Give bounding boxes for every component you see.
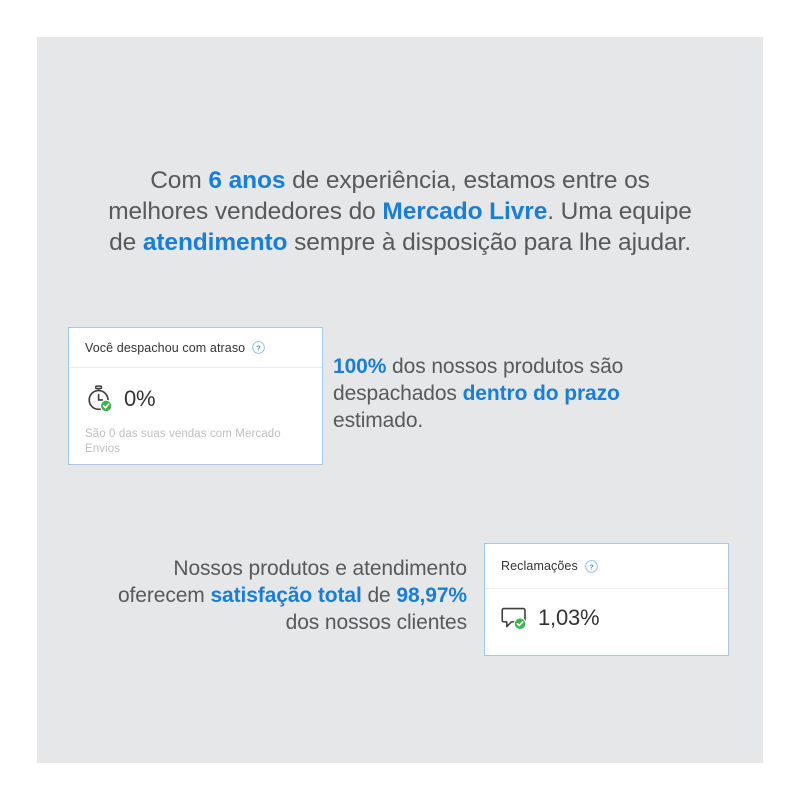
reputation-banner: Com 6 anos de experiência, estamos entre… — [37, 37, 763, 763]
card-dispatch-delay-note: São 0 das suas vendas com Mercado Envios — [85, 428, 281, 455]
help-circle-icon[interactable]: ? — [584, 559, 598, 573]
satisfaction-highlight-total: satisfação total — [210, 584, 362, 607]
card-claims-value: 1,03% — [538, 605, 600, 630]
card-claims-title: Reclamações — [501, 559, 578, 573]
svg-text:?: ? — [589, 562, 594, 571]
headline-text-1: Com — [150, 167, 209, 194]
card-dispatch-delay-metric: 0% — [85, 384, 306, 414]
help-circle-icon[interactable]: ? — [252, 341, 266, 354]
shipping-text-2: estimado. — [333, 409, 424, 432]
card-claims-header: Reclamações ? — [485, 544, 728, 589]
satisfaction-highlight-percent: 98,97% — [396, 584, 467, 607]
card-dispatch-delay-title: Você despachou com atraso — [85, 340, 246, 355]
card-dispatch-delay: Você despachou com atraso ? — [68, 327, 323, 465]
satisfaction-text-3: dos nossos clientes — [285, 611, 467, 634]
headline-highlight-marketplace: Mercado Livre — [382, 198, 548, 225]
paragraph-shipping: 100% dos nossos produtos são despachados… — [333, 353, 685, 434]
satisfaction-text-1: Nossos produtos e atendimento oferecem — [117, 557, 467, 607]
card-claims-body: 1,03% — [485, 589, 728, 632]
headline-text-3: . Uma equipe de — [109, 198, 692, 256]
headline-highlight-years: 6 anos — [208, 167, 286, 194]
card-dispatch-delay-value: 0% — [124, 386, 156, 411]
shipping-highlight-percent: 100% — [333, 355, 387, 378]
shipping-text-1: dos nossos produtos são despachados — [333, 355, 624, 405]
chat-bubble-check-icon — [501, 604, 529, 632]
headline-text-2: de experiência, estamos entre os melhore… — [108, 167, 650, 225]
headline-text-4: sempre à disposição para lhe ajudar. — [287, 229, 691, 256]
shipping-highlight-ontime: dentro do prazo — [462, 382, 620, 405]
card-dispatch-delay-body: 0% São 0 das suas vendas com Mercado Env… — [69, 368, 322, 457]
card-claims: Reclamações ? — [484, 543, 729, 656]
card-dispatch-delay-header: Você despachou com atraso ? — [69, 328, 322, 368]
satisfaction-text-2: de — [361, 584, 397, 607]
headline-highlight-support: atendimento — [142, 229, 288, 256]
headline-paragraph: Com 6 anos de experiência, estamos entre… — [97, 165, 703, 258]
svg-text:?: ? — [256, 343, 261, 352]
paragraph-satisfaction: Nossos produtos e atendimento oferecem s… — [89, 555, 467, 636]
stopwatch-check-icon — [85, 384, 115, 414]
card-claims-metric: 1,03% — [501, 604, 712, 632]
